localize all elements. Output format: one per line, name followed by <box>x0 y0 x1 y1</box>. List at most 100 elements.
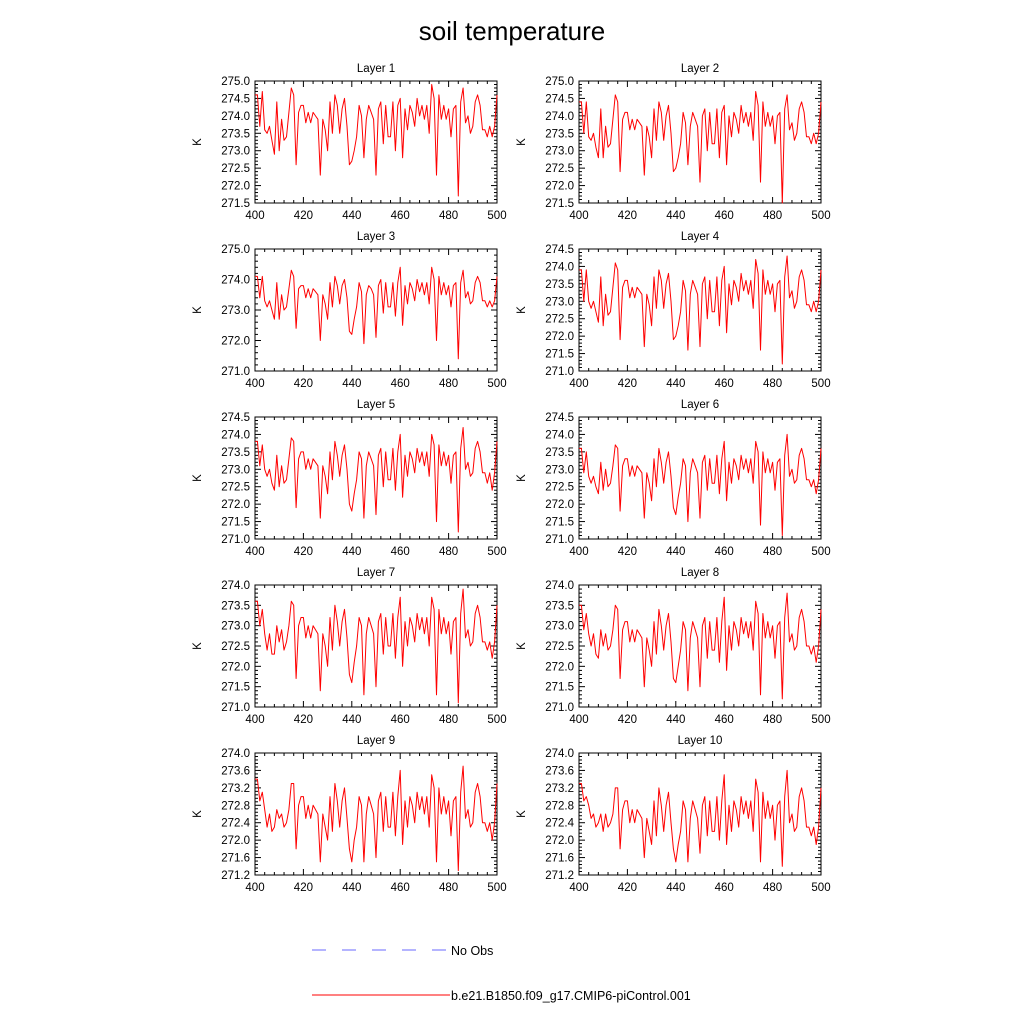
panel-5: Layer 5 400 420 440 460 480 500 274.5 274.0 273.5… <box>192 399 507 558</box>
x-tick-label: 500 <box>487 546 506 558</box>
y-tick-label: 271.0 <box>545 534 574 546</box>
panel-title: Layer 1 <box>357 63 395 75</box>
y-tick-label: 271.5 <box>545 198 574 210</box>
panel-title: Layer 10 <box>678 735 723 747</box>
y-tick-label: 273.6 <box>545 765 574 777</box>
y-axis-label: K <box>192 138 204 146</box>
x-tick-label: 440 <box>666 546 685 558</box>
x-tick-label: 500 <box>811 378 830 390</box>
series-line <box>579 91 822 204</box>
y-tick-label: 273.0 <box>545 464 574 476</box>
panel-4: Layer 4 400 420 440 460 480 500 274.5 274.0 273.5… <box>516 231 831 390</box>
x-tick-label: 480 <box>763 546 782 558</box>
x-tick-label: 440 <box>342 882 361 894</box>
panel-10: Layer 10 400 420 440 460 480 500 274.0 273.6 273.… <box>516 735 831 894</box>
plot-frame <box>578 80 822 204</box>
x-tick-label: 480 <box>763 714 782 726</box>
panel-7: Layer 7 400 420 440 460 480 500 274.0 273.5 273.0… <box>192 567 507 726</box>
x-tick-label: 400 <box>569 546 588 558</box>
y-tick-label: 271.0 <box>545 702 574 714</box>
y-tick-label: 273.0 <box>221 464 250 476</box>
y-tick-label: 272.0 <box>221 661 250 673</box>
plot-frame <box>578 416 822 540</box>
x-tick-label: 480 <box>763 882 782 894</box>
y-tick-label: 272.0 <box>221 336 250 348</box>
x-tick-label: 440 <box>666 714 685 726</box>
y-tick-label: 274.5 <box>221 93 250 105</box>
y-tick-label: 274.5 <box>545 244 574 256</box>
y-tick-label: 273.0 <box>221 305 250 317</box>
panel-title: Layer 4 <box>681 231 720 243</box>
y-tick-label: 271.5 <box>545 517 574 529</box>
panel-2: Layer 2 400 420 440 460 480 500 275.0 274.5 274.0… <box>516 63 831 222</box>
y-tick-label: 271.6 <box>545 853 574 865</box>
y-axis-label: K <box>192 642 204 650</box>
x-tick-label: 400 <box>569 210 588 222</box>
y-tick-label: 271.0 <box>221 534 250 546</box>
x-tick-label: 480 <box>763 210 782 222</box>
y-tick-label: 275.0 <box>221 244 250 256</box>
y-tick-label: 272.5 <box>221 482 250 494</box>
y-tick-label: 273.0 <box>545 146 574 158</box>
y-tick-label: 272.5 <box>221 163 250 175</box>
plot-frame <box>254 80 498 204</box>
y-tick-label: 273.5 <box>545 600 574 612</box>
y-axis-label: K <box>192 306 204 314</box>
series-line <box>579 255 822 365</box>
x-tick-label: 500 <box>811 210 830 222</box>
y-tick-label: 271.2 <box>545 870 574 882</box>
panel-title: Layer 2 <box>681 63 719 75</box>
x-tick-label: 480 <box>439 210 458 222</box>
x-tick-label: 460 <box>391 882 410 894</box>
y-tick-label: 271.6 <box>221 853 250 865</box>
series-line <box>255 765 498 872</box>
y-tick-label: 272.8 <box>545 800 574 812</box>
y-axis-label: K <box>192 474 204 482</box>
panel-1: Layer 1 400 420 440 460 480 500 275.0 274.5 274.0… <box>192 63 507 222</box>
y-axis-label: K <box>192 810 204 818</box>
x-tick-label: 500 <box>811 714 830 726</box>
y-tick-label: 274.0 <box>221 748 250 760</box>
y-tick-label: 274.0 <box>545 261 574 273</box>
x-tick-label: 420 <box>618 210 637 222</box>
panel-title: Layer 7 <box>357 567 395 579</box>
panels-grid: Layer 1 400 420 440 460 480 500 275.0 274.5 274.0… <box>192 63 831 894</box>
plot-frame <box>254 248 498 372</box>
y-tick-label: 273.6 <box>221 765 250 777</box>
y-tick-label: 273.0 <box>221 146 250 158</box>
x-tick-label: 460 <box>715 378 734 390</box>
x-tick-label: 460 <box>715 546 734 558</box>
legend-model-label: b.e21.B1850.f09_g17.CMIP6-piControl.001 <box>451 989 691 1003</box>
y-tick-label: 273.0 <box>545 296 574 308</box>
x-tick-label: 420 <box>294 882 313 894</box>
x-tick-label: 400 <box>245 210 264 222</box>
y-tick-label: 272.0 <box>545 499 574 511</box>
x-tick-label: 420 <box>294 546 313 558</box>
y-tick-label: 273.5 <box>221 600 250 612</box>
y-tick-label: 274.0 <box>545 580 574 592</box>
y-tick-label: 273.0 <box>221 621 250 633</box>
y-tick-label: 271.0 <box>545 366 574 378</box>
x-tick-label: 420 <box>618 882 637 894</box>
x-tick-label: 400 <box>245 378 264 390</box>
x-tick-label: 480 <box>439 714 458 726</box>
legend: No Obs b.e21.B1850.f09_g17.CMIP6-piContr… <box>312 944 691 1003</box>
x-tick-label: 440 <box>666 882 685 894</box>
y-tick-label: 274.0 <box>545 748 574 760</box>
x-tick-label: 500 <box>811 546 830 558</box>
series-line <box>255 427 498 533</box>
y-tick-label: 272.5 <box>545 641 574 653</box>
y-tick-label: 271.0 <box>221 702 250 714</box>
series-line <box>255 84 498 197</box>
y-tick-label: 272.0 <box>221 499 250 511</box>
y-tick-label: 272.0 <box>221 835 250 847</box>
x-tick-label: 460 <box>391 210 410 222</box>
x-tick-label: 400 <box>245 882 264 894</box>
plot-frame <box>578 248 822 372</box>
panel-title: Layer 5 <box>357 399 395 411</box>
y-tick-label: 274.0 <box>545 429 574 441</box>
y-tick-label: 275.0 <box>545 76 574 88</box>
y-axis-label: K <box>516 306 528 314</box>
y-tick-label: 271.2 <box>221 870 250 882</box>
y-tick-label: 273.5 <box>545 447 574 459</box>
